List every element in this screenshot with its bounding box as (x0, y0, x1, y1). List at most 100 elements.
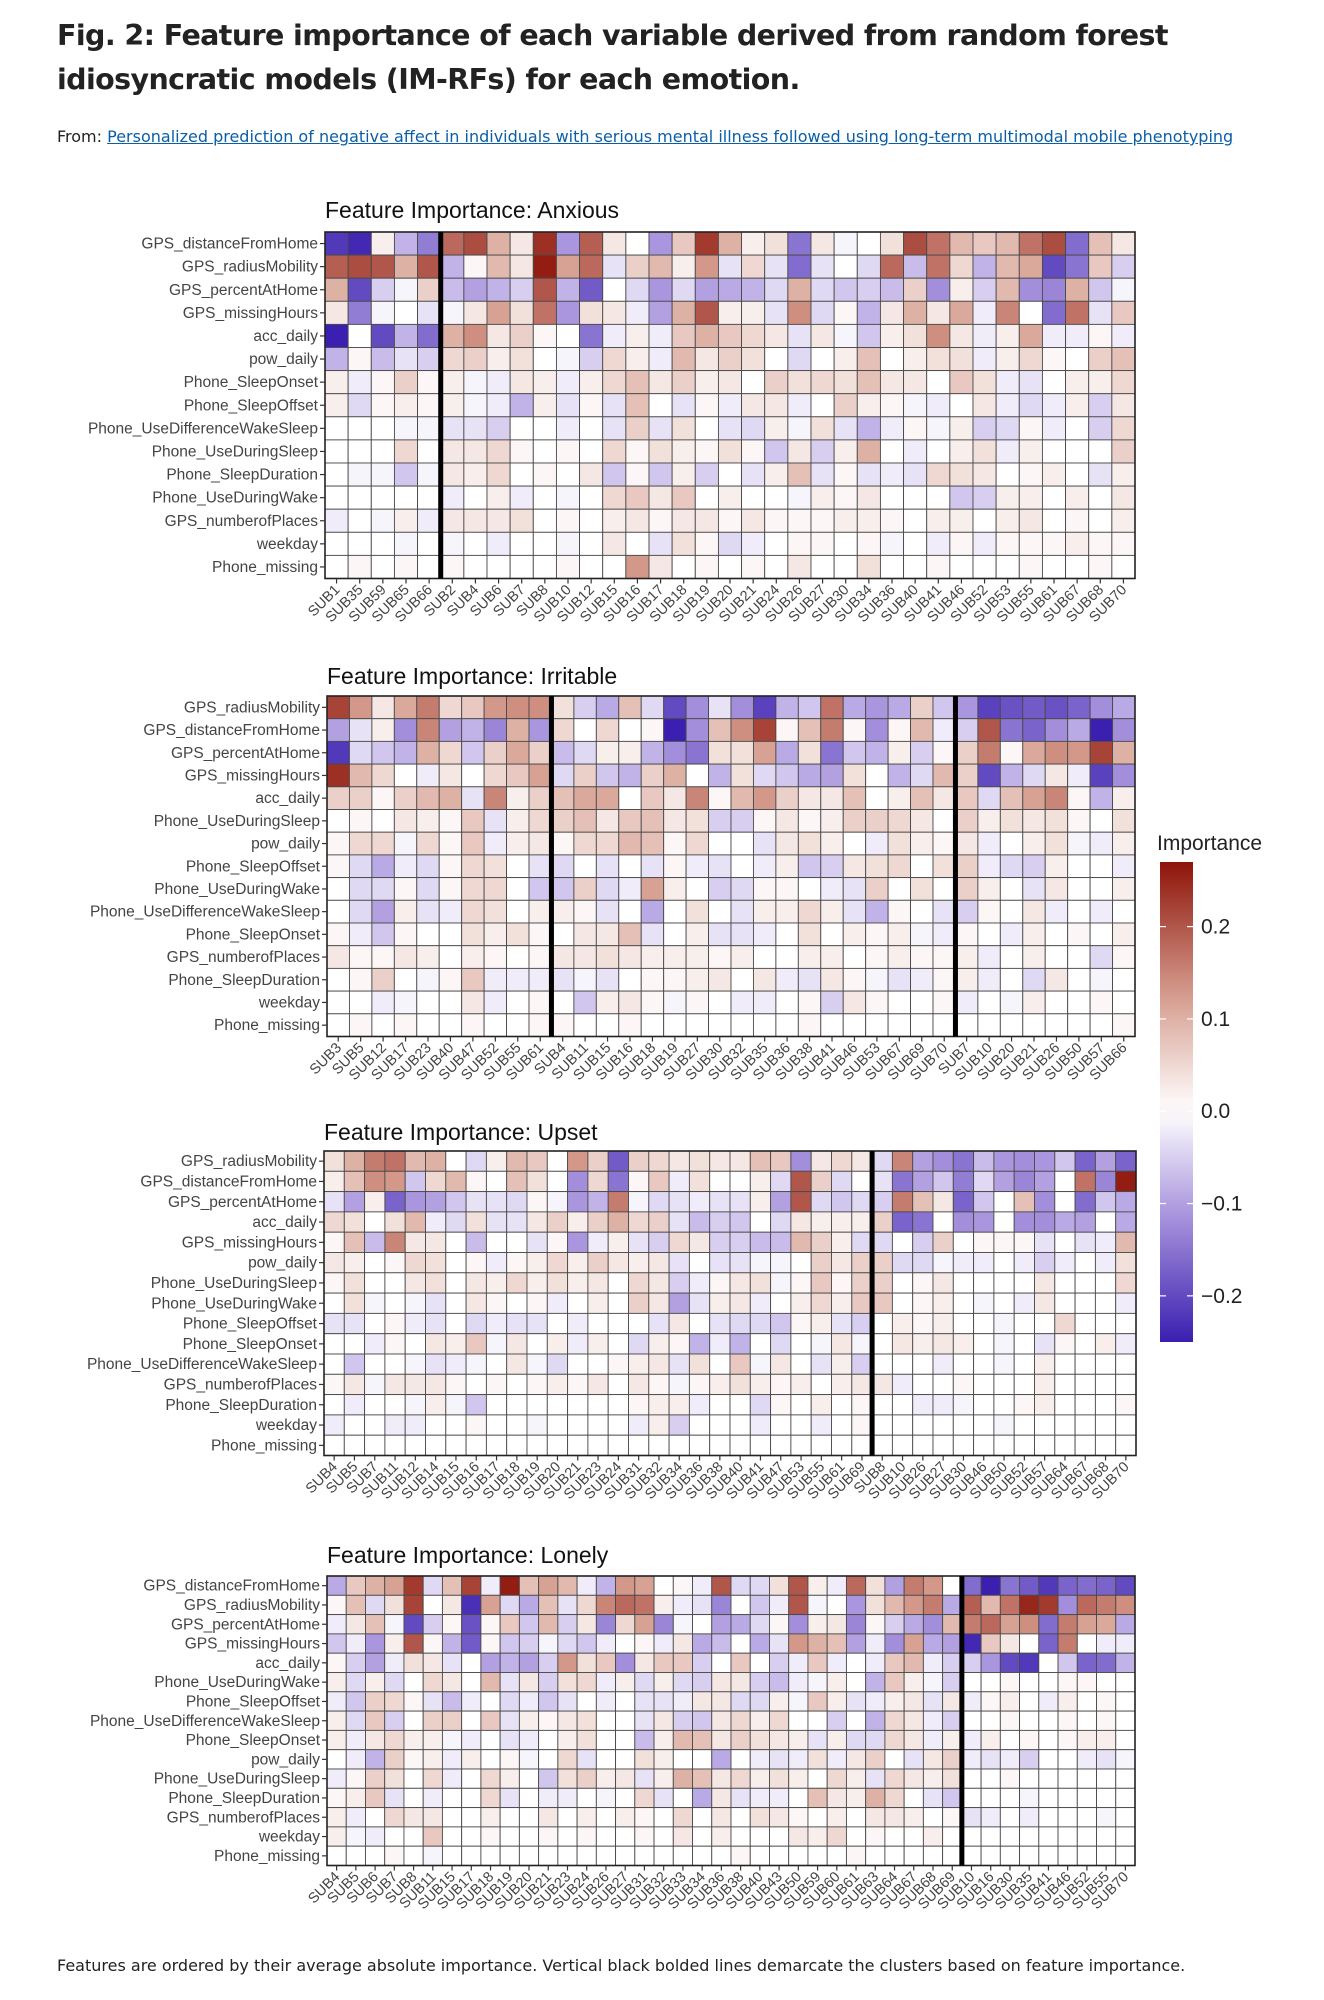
heatmap-cell-gps-numberofplaces-sub5 (345, 1807, 366, 1828)
heatmap-cell-pow-daily-sub12 (579, 347, 604, 372)
heatmap-cell-phone-sleepduration-sub64 (884, 1787, 905, 1809)
heatmap-cell-phone-useduringsleep-sub46 (949, 439, 974, 464)
heatmap-cell-phone-missing-sub50 (788, 1845, 809, 1866)
heatmap-cell-phone-sleepoffset-sub10 (961, 1691, 982, 1712)
heatmap-cell-phone-sleepoffset-sub27 (615, 1691, 636, 1712)
heatmap-cell-gps-distancefromhome-sub5 (348, 718, 373, 742)
heatmap-cell-gps-radiusmobility-sub15 (441, 1594, 463, 1616)
heatmap-cell-acc-daily-sub7 (509, 323, 534, 348)
heatmap-cell-phone-sleeponset-sub64 (884, 1729, 905, 1751)
heatmap-cell-pow-daily-sub20 (518, 1749, 540, 1770)
heatmap-cell-gps-missinghours-sub67 (1065, 300, 1090, 325)
heatmap-cell-phone-useduringwake-sub41 (1038, 1672, 1059, 1693)
heatmap-cell-phone-missing-sub36 (879, 554, 905, 579)
heatmap-cell-phone-useduringwake-sub33 (672, 1672, 693, 1693)
heatmap-cell-acc-daily-sub52 (483, 786, 507, 810)
heatmap-cell-phone-usedifferencewakesleep-sub7 (384, 1710, 405, 1731)
heatmap-cell-gps-missinghours-sub19 (499, 1633, 520, 1654)
row-label: pow_daily (251, 1751, 320, 1768)
heatmap-cell-phone-sleepduration-sub63 (865, 1787, 886, 1809)
heatmap-cell-gps-missinghours-sub66 (417, 300, 442, 325)
heatmap-cell-gps-missinghours-sub68 (922, 1633, 944, 1654)
heatmap-cell-phone-missing-sub34 (692, 1845, 713, 1866)
heatmap-cell-phone-sleepoffset-sub70 (1115, 1691, 1136, 1712)
heatmap-cell-gps-radiusmobility-sub53 (995, 254, 1020, 279)
heatmap-cell-phone-usedifferencewakesleep-sub55 (1018, 416, 1043, 441)
heatmap-cell-phone-useduringwake-sub17 (648, 485, 673, 510)
heatmap-cell-gps-distancefromhome-sub66 (1112, 718, 1136, 742)
heatmap-cell-gps-percentathome-sub18 (640, 740, 665, 765)
heatmap-cell-gps-percentathome-sub53 (995, 277, 1020, 302)
heatmap-cell-acc-daily-sub18 (480, 1652, 501, 1673)
heatmap-cell-phone-sleeponset-sub19 (694, 370, 719, 395)
heatmap-cell-weekday-sub7 (384, 1826, 405, 1847)
heatmap-cell-acc-daily-sub53 (995, 323, 1020, 348)
heatmap-cell-phone-sleepoffset-sub38 (730, 1691, 751, 1712)
heatmap-cell-gps-distancefromhome-sub40 (749, 1575, 770, 1596)
heatmap-cell-gps-percentathome-sub34 (856, 277, 881, 302)
heatmap-cell-pow-daily-sub53 (995, 347, 1020, 372)
heatmap-cell-phone-useduringwake-sub67 (903, 1672, 924, 1693)
heatmap-cell-phone-usedifferencewakesleep-sub30 (999, 1710, 1021, 1731)
heatmap-cell-gps-distancefromhome-sub35 (347, 231, 372, 256)
heatmap-cell-phone-useduringsleep-sub15 (602, 439, 627, 464)
heatmap-cell-gps-percentathome-sub61 (528, 740, 552, 765)
heatmap-cell-phone-missing-sub53 (995, 554, 1020, 579)
heatmap-cell-pow-daily-sub59 (370, 347, 395, 372)
heatmap-cell-phone-usedifferencewakesleep-sub10 (961, 1710, 982, 1731)
heatmap-cell-gps-radiusmobility-sub66 (1112, 695, 1136, 720)
heatmap-cell-phone-sleepoffset-sub68 (922, 1691, 944, 1712)
heatmap-cells (326, 1575, 1136, 1866)
heatmap-cell-gps-percentathome-sub17 (648, 277, 673, 302)
heatmap-cell-gps-radiusmobility-sub4 (550, 695, 575, 720)
heatmap-cell-gps-percentathome-sub46 (842, 740, 867, 765)
heatmap-cell-gps-percentathome-sub6 (486, 277, 511, 302)
heatmap-cell-gps-radiusmobility-sub34 (856, 254, 881, 279)
heatmap-cell-gps-distancefromhome-sub7 (954, 718, 979, 742)
heatmap-cell-gps-missinghours-sub59 (370, 300, 395, 325)
heatmap-cell-acc-daily-sub26 (595, 1652, 617, 1673)
heatmap-cell-phone-useduringwake-sub40 (903, 485, 928, 510)
heatmap-cell-gps-percentathome-sub59 (370, 277, 395, 302)
heatmap-cell-gps-percentathome-sub36 (879, 277, 905, 302)
heatmap-cell-phone-missing-sub18 (480, 1845, 501, 1866)
heatmap-cell-phone-useduringsleep-sub6 (365, 1768, 386, 1789)
heatmap-cell-gps-distancefromhome-sub70 (1111, 231, 1136, 256)
heatmap-cell-phone-sleepduration-sub70 (1115, 1787, 1136, 1809)
heatmap-cell-phone-missing-sub31 (628, 1434, 650, 1456)
heatmap-cell-gps-numberofplaces-sub40 (903, 508, 928, 533)
heatmap-cell-phone-missing-sub20 (717, 554, 743, 579)
heatmap-cell-gps-percentathome-sub41 (1038, 1614, 1059, 1635)
heatmap-cell-phone-missing-sub16 (980, 1845, 1001, 1866)
heatmap-cell-gps-radiusmobility-sub61 (528, 695, 552, 720)
heatmap-cell-phone-useduringwake-sub50 (788, 1672, 809, 1693)
heatmap-cell-gps-percentathome-sub52 (483, 740, 507, 765)
heatmap-cell-phone-usedifferencewakesleep-sub61 (845, 1710, 867, 1731)
heatmap-cell-gps-distancefromhome-sub26 (787, 231, 812, 256)
heatmap-cell-gps-percentathome-sub53 (865, 740, 889, 765)
heatmap-cell-gps-numberofplaces-sub20 (717, 508, 743, 533)
heatmap-cell-gps-numberofplaces-sub36 (879, 508, 905, 533)
heatmap-cell-phone-useduringsleep-sub30 (833, 439, 858, 464)
heatmap-cell-gps-distancefromhome-sub20 (999, 718, 1024, 742)
heatmap-cell-phone-missing-sub52 (1013, 1434, 1035, 1456)
heatmap-cell-gps-missinghours-sub40 (903, 300, 928, 325)
heatmap-cell-gps-radiusmobility-sub43 (769, 1594, 790, 1616)
heatmap-cell-phone-missing-sub63 (865, 1845, 886, 1866)
heatmap-cell-phone-sleepoffset-sub26 (787, 393, 812, 418)
heatmap-cell-pow-daily-sub4 (326, 1749, 347, 1770)
heatmap-cell-gps-radiusmobility-sub18 (671, 254, 696, 279)
heatmap-cell-gps-missinghours-sub10 (977, 763, 1001, 788)
heatmap-cell-gps-radiusmobility-sub5 (348, 695, 373, 720)
heatmap-cell-acc-daily-sub17 (648, 323, 673, 348)
heatmap-cell-gps-radiusmobility-sub24 (576, 1594, 597, 1616)
heatmap-cell-phone-useduringsleep-sub67 (903, 1768, 924, 1789)
source-article-link[interactable]: Personalized prediction of negative affe… (107, 127, 1234, 146)
heatmap-cell-gps-radiusmobility-sub26 (1044, 695, 1069, 720)
heatmap-cell-pow-daily-sub61 (845, 1749, 867, 1770)
heatmap-cell-phone-missing-sub15 (441, 1845, 463, 1866)
heatmap-cell-gps-percentathome-sub36 (711, 1614, 732, 1635)
heatmap-cell-weekday-sub21 (741, 531, 766, 556)
heatmap-cell-gps-distancefromhome-sub53 (865, 718, 889, 742)
heatmap-cell-phone-usedifferencewakesleep-sub8 (532, 416, 557, 441)
